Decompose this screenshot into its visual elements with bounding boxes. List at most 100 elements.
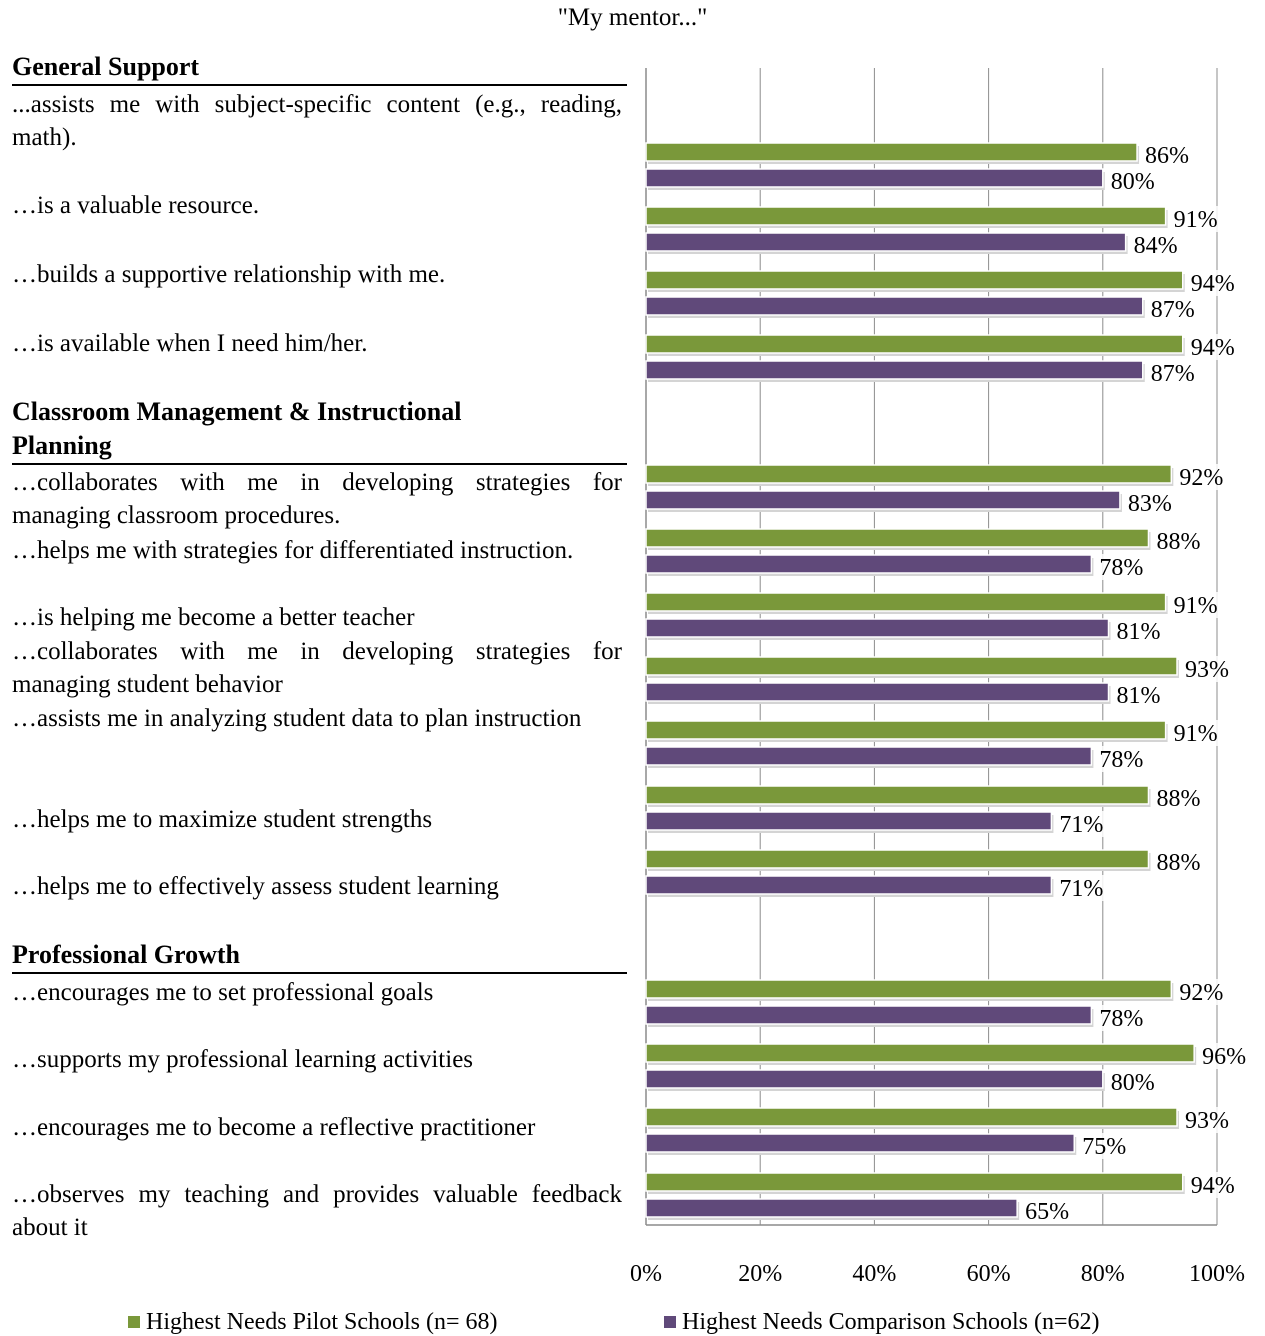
bar-chart: 0% 20% 40% 60% 80% 100%86%80%91%84%94%87%94%8… (630, 68, 1254, 1287)
data-label-bg (1180, 656, 1237, 682)
data-label-bg (1145, 360, 1202, 386)
data-label-pilot: 92% (1179, 980, 1223, 1006)
bar-pilot (645, 1107, 1178, 1127)
data-label-comparison: 71% (1059, 876, 1103, 902)
data-label-pilot: 88% (1156, 529, 1200, 555)
bar-pilot (645, 849, 1150, 869)
data-label-bg (1054, 811, 1111, 837)
item-label: …is available when I need him/her. (12, 330, 368, 357)
data-label-comparison: 78% (1099, 1006, 1143, 1032)
bar-comparison (645, 875, 1053, 895)
item-label: …helps me to effectively assess student … (12, 873, 499, 900)
bar-comparison (645, 618, 1110, 638)
data-label-bg (1168, 592, 1225, 618)
data-label-pilot: 93% (1185, 657, 1229, 683)
legend-label-comparison: Highest Needs Comparison Schools (n=62) (682, 1309, 1100, 1335)
bar-comparison (645, 360, 1144, 380)
data-label-bg (1145, 296, 1202, 322)
data-label-bg (1174, 464, 1231, 490)
data-label-bg (1151, 849, 1208, 875)
legend-swatch-pilot (128, 1316, 140, 1328)
data-label-pilot: 94% (1191, 271, 1235, 297)
item-label: …encourages me to become a reflective pr… (12, 1114, 536, 1141)
data-label-bg (1174, 979, 1231, 1005)
bar-comparison (645, 168, 1104, 188)
bar-comparison (645, 1069, 1104, 1089)
item-label: …assists me in analyzing student data to… (12, 705, 582, 732)
data-label-bg (1168, 720, 1225, 746)
data-label-bg (1077, 1133, 1134, 1159)
data-label-pilot: 92% (1179, 465, 1223, 491)
data-label-bg (1054, 875, 1111, 901)
item-label: …helps me to maximize student strengths (12, 806, 433, 833)
section-title-general-support: General Support (12, 50, 627, 86)
data-label-comparison: 81% (1117, 683, 1161, 709)
legend-item-pilot: Highest Needs Pilot Schools (n= 68) (128, 1308, 498, 1336)
bar-comparison (645, 1133, 1075, 1153)
data-label-bg (1111, 618, 1168, 644)
data-label-comparison: 80% (1111, 1070, 1155, 1096)
data-label-bg (1094, 1005, 1151, 1031)
data-label-bg (1140, 142, 1197, 168)
data-label-bg (1151, 785, 1208, 811)
chart-title: "My mentor..." (557, 4, 708, 31)
item-label: …helps me with strategies for differenti… (12, 537, 574, 564)
x-tick-label: 60% (967, 1261, 1011, 1287)
bar-comparison (645, 1198, 1018, 1218)
data-label-comparison: 80% (1111, 169, 1155, 195)
bar-pilot (645, 1172, 1184, 1192)
bar-pilot (645, 142, 1138, 162)
item-label: …is a valuable resource. (12, 192, 260, 219)
data-label-comparison: 78% (1099, 555, 1143, 581)
data-label-comparison: 84% (1134, 233, 1178, 259)
bar-comparison (645, 811, 1053, 831)
item-label: …collaborates with me in developing stra… (12, 469, 622, 529)
legend-label-pilot: Highest Needs Pilot Schools (n= 68) (146, 1309, 498, 1335)
item-label: ...assists me with subject-specific cont… (12, 91, 622, 151)
data-label-bg (1185, 334, 1242, 360)
bar-comparison (645, 1005, 1093, 1025)
data-label-pilot: 91% (1174, 207, 1218, 233)
x-tick-label: 0% (630, 1261, 662, 1287)
data-label-bg (1128, 232, 1185, 258)
legend-swatch-comparison (664, 1316, 676, 1328)
bar-comparison (645, 490, 1121, 510)
data-label-comparison: 81% (1117, 619, 1161, 645)
data-label-comparison: 87% (1151, 297, 1195, 323)
data-label-comparison: 75% (1082, 1134, 1126, 1160)
data-label-pilot: 91% (1174, 721, 1218, 747)
section-title-classroom-management: Classroom Management & Instructional Pla… (12, 395, 627, 465)
legend-item-comparison: Highest Needs Comparison Schools (n=62) (664, 1308, 1100, 1336)
data-label-bg (1111, 682, 1168, 708)
data-label-bg (1105, 168, 1162, 194)
bar-comparison (645, 746, 1093, 766)
data-label-pilot: 94% (1191, 335, 1235, 361)
bar-pilot (645, 656, 1178, 676)
x-tick-label: 40% (852, 1261, 896, 1287)
data-label-pilot: 93% (1185, 1108, 1229, 1134)
bar-comparison (645, 296, 1144, 316)
bar-pilot (645, 720, 1167, 740)
bar-comparison (645, 554, 1093, 574)
section-title-professional-growth: Professional Growth (12, 938, 627, 974)
data-label-pilot: 88% (1156, 786, 1200, 812)
bar-pilot (645, 334, 1184, 354)
bar-pilot (645, 1043, 1195, 1063)
item-label: …supports my professional learning activ… (12, 1046, 474, 1073)
bar-comparison (645, 232, 1127, 252)
data-label-comparison: 78% (1099, 747, 1143, 773)
data-label-bg (1197, 1043, 1254, 1069)
data-label-comparison: 87% (1151, 361, 1195, 387)
item-label: …is helping me become a better teacher (12, 604, 415, 631)
row-labels-column: General Support ...assists me with subje… (12, 0, 627, 1260)
data-label-pilot: 94% (1191, 1173, 1235, 1199)
data-label-bg (1094, 554, 1151, 580)
data-label-bg (1185, 1172, 1242, 1198)
data-label-bg (1122, 490, 1179, 516)
bar-pilot (645, 528, 1150, 548)
data-label-bg (1168, 206, 1225, 232)
data-label-bg (1105, 1069, 1162, 1095)
item-label: …encourages me to set professional goals (12, 979, 434, 1006)
item-label: …observes my teaching and provides valua… (12, 1181, 622, 1241)
bar-pilot (645, 270, 1184, 290)
